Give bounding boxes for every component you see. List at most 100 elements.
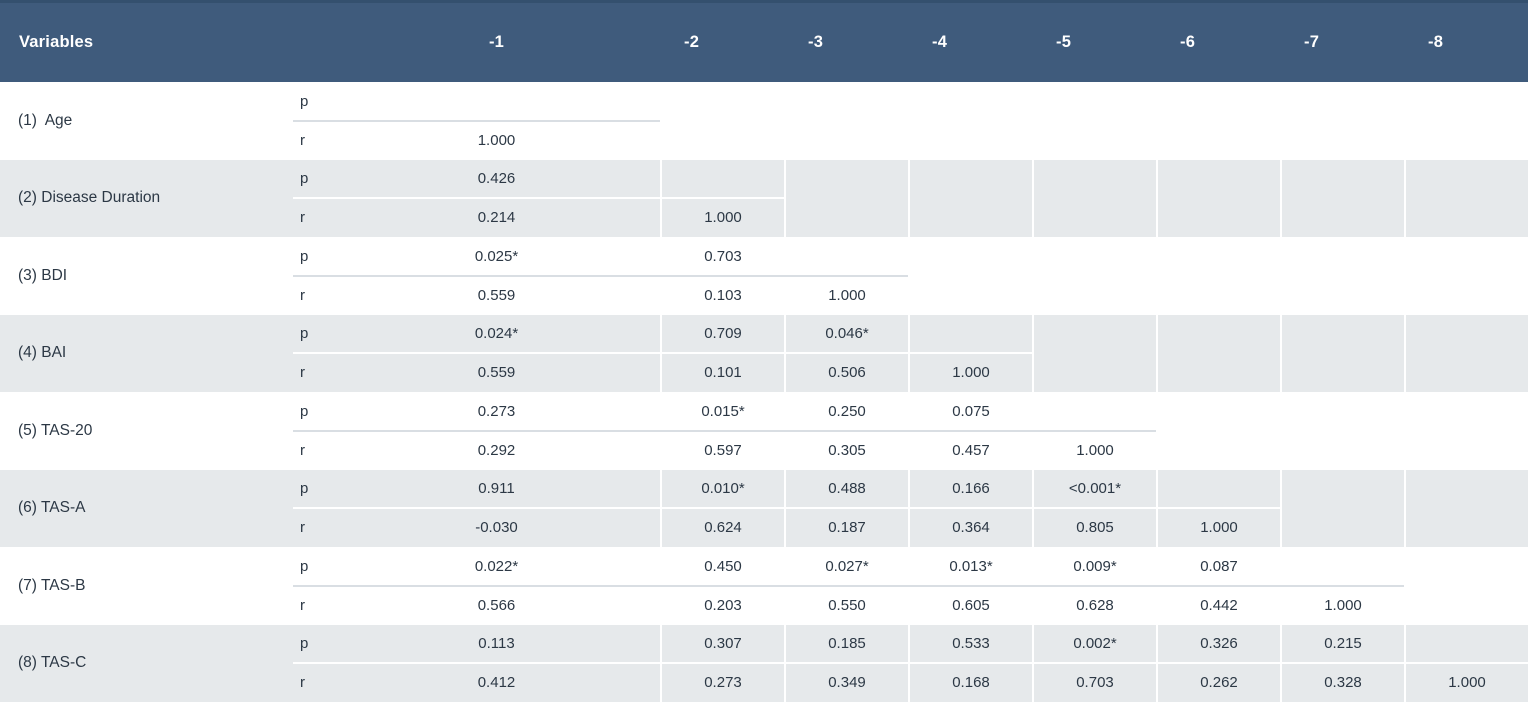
row-label: (5) TAS-20 xyxy=(18,421,93,439)
cell-p-col8 xyxy=(1404,314,1528,354)
cell-r-col6 xyxy=(1156,275,1280,315)
cell-p-col4 xyxy=(908,314,1032,354)
column-header-2: -2 xyxy=(684,33,700,51)
cell-r-col7: 1.000 xyxy=(1280,585,1404,625)
cell-p-col7 xyxy=(1280,469,1404,509)
variable-row-7: (7) TAS-B p 0.022* 0.450 0.027* 0.013* 0.009* 0… xyxy=(0,547,1528,625)
cell-r-col4: 0.457 xyxy=(908,430,1032,470)
cell-p-col4: 0.533 xyxy=(908,624,1032,664)
cell-p-col8 xyxy=(1404,392,1528,431)
cell-p-col5: <0.001* xyxy=(1032,469,1156,509)
sub-row-label-r: r xyxy=(300,209,305,227)
row-label: (8) TAS-C xyxy=(18,654,87,672)
cell-r-col3: 0.506 xyxy=(784,353,908,392)
cell-p-col5 xyxy=(1032,392,1156,431)
cell-r-col2: 0.273 xyxy=(660,663,784,702)
variable-row-1: (1) Age p r 1.000 xyxy=(0,82,1528,160)
cell-p-col2: 0.307 xyxy=(660,624,784,664)
sub-row-label-p: p xyxy=(300,402,309,420)
variable-row-5: (5) TAS-20 p 0.273 0.015* 0.250 0.075 r 0.292 0.… xyxy=(0,392,1528,470)
cell-r-col5 xyxy=(1032,275,1156,315)
row-label: (4) BAI xyxy=(18,344,67,362)
sub-row-label-r: r xyxy=(300,596,305,614)
cell-p-col1 xyxy=(333,82,660,121)
cell-p-col7 xyxy=(1280,314,1404,354)
cell-p-col2: 0.010* xyxy=(660,469,784,509)
cell-r-col2: 1.000 xyxy=(660,198,784,237)
cell-p-col1: 0.426 xyxy=(477,170,516,188)
cell-p-col7 xyxy=(1280,82,1404,121)
sub-row-label-p: p xyxy=(300,247,309,265)
cell-p-col6 xyxy=(1156,469,1280,509)
p-r-divider xyxy=(293,197,784,200)
cell-r-col6: 0.442 xyxy=(1156,585,1280,625)
cell-p-col1: 0.024* xyxy=(474,325,519,343)
cell-p-col6 xyxy=(1156,314,1280,354)
sub-row-label-p: p xyxy=(300,170,309,188)
sub-row-label-r: r xyxy=(300,131,305,149)
cell-p-col8 xyxy=(1404,159,1528,199)
cell-p-col3 xyxy=(784,82,908,121)
cell-p-col5 xyxy=(1032,159,1156,199)
cell-p-col5 xyxy=(1032,82,1156,121)
cell-r-col6: 1.000 xyxy=(1156,508,1280,547)
cell-r-col1: 0.559 xyxy=(477,364,516,382)
cell-p-col8 xyxy=(1404,469,1528,509)
column-header-8: -8 xyxy=(1428,33,1444,51)
sub-row-label-p: p xyxy=(300,635,309,653)
cell-r-col6 xyxy=(1156,198,1280,237)
cell-r-col1: -0.030 xyxy=(475,519,518,537)
cell-p-col3: 0.027* xyxy=(784,547,908,586)
cell-r-col6 xyxy=(1156,430,1280,470)
row-label: (2) Disease Duration xyxy=(18,189,161,207)
cell-p-col3: 0.185 xyxy=(784,624,908,664)
column-header-5: -5 xyxy=(1056,33,1072,51)
cell-r-col4: 1.000 xyxy=(908,353,1032,392)
cell-p-col7 xyxy=(1280,547,1404,586)
variable-row-3: (3) BDI p 0.025* 0.703 r 0.559 0.103 1.000 xyxy=(0,237,1528,315)
cell-r-col8 xyxy=(1404,120,1528,160)
cell-p-col3 xyxy=(784,159,908,199)
cell-r-col8 xyxy=(1404,198,1528,237)
sub-row-label-p: p xyxy=(300,480,309,498)
cell-p-col3: 0.046* xyxy=(784,314,908,354)
cell-r-col3: 0.187 xyxy=(784,508,908,547)
p-r-divider xyxy=(293,119,660,122)
cell-r-col5 xyxy=(1032,353,1156,392)
cell-p-col6 xyxy=(1156,82,1280,121)
cell-r-col1: 0.559 xyxy=(477,286,516,304)
cell-r-col7 xyxy=(1280,508,1404,547)
cell-p-col4: 0.013* xyxy=(908,547,1032,586)
cell-p-col7 xyxy=(1280,392,1404,431)
cell-p-col7 xyxy=(1280,159,1404,199)
cell-r-col7 xyxy=(1280,198,1404,237)
cell-p-col6 xyxy=(1156,237,1280,276)
cell-p-col1: 0.911 xyxy=(478,480,515,498)
cell-p-col1: 0.022* xyxy=(474,557,519,575)
cell-p-col1: 0.025* xyxy=(474,247,519,265)
cell-p-col3: 0.488 xyxy=(784,469,908,509)
cell-r-col5: 0.805 xyxy=(1032,508,1156,547)
cell-p-col1: 0.113 xyxy=(478,635,515,653)
p-r-divider xyxy=(293,352,1032,355)
cell-r-col2: 0.103 xyxy=(660,275,784,315)
column-header-6: -6 xyxy=(1180,33,1196,51)
column-header-7: -7 xyxy=(1304,33,1320,51)
p-r-divider xyxy=(293,274,908,277)
p-r-divider xyxy=(293,507,1280,510)
cell-r-col3: 0.349 xyxy=(784,663,908,702)
variable-row-6: (6) TAS-A p 0.911 0.010* 0.488 0.166 <0.001* r -… xyxy=(0,469,1528,547)
cell-r-col4: 0.364 xyxy=(908,508,1032,547)
cell-p-col4: 0.166 xyxy=(908,469,1032,509)
cell-r-col2: 0.597 xyxy=(660,430,784,470)
column-header-3: -3 xyxy=(808,33,824,51)
cell-r-col8 xyxy=(1404,275,1528,315)
cell-p-col5 xyxy=(1032,314,1156,354)
cell-p-col2: 0.709 xyxy=(660,314,784,354)
cell-p-col5: 0.002* xyxy=(1032,624,1156,664)
table-header-row: Variables -1 -2 -3 -4 -5 -6 -7 -8 xyxy=(0,0,1528,82)
row-label: (1) Age xyxy=(18,111,73,129)
row-label: (6) TAS-A xyxy=(18,499,86,517)
sub-row-label-r: r xyxy=(300,519,305,537)
cell-r-col2: 0.203 xyxy=(660,585,784,625)
